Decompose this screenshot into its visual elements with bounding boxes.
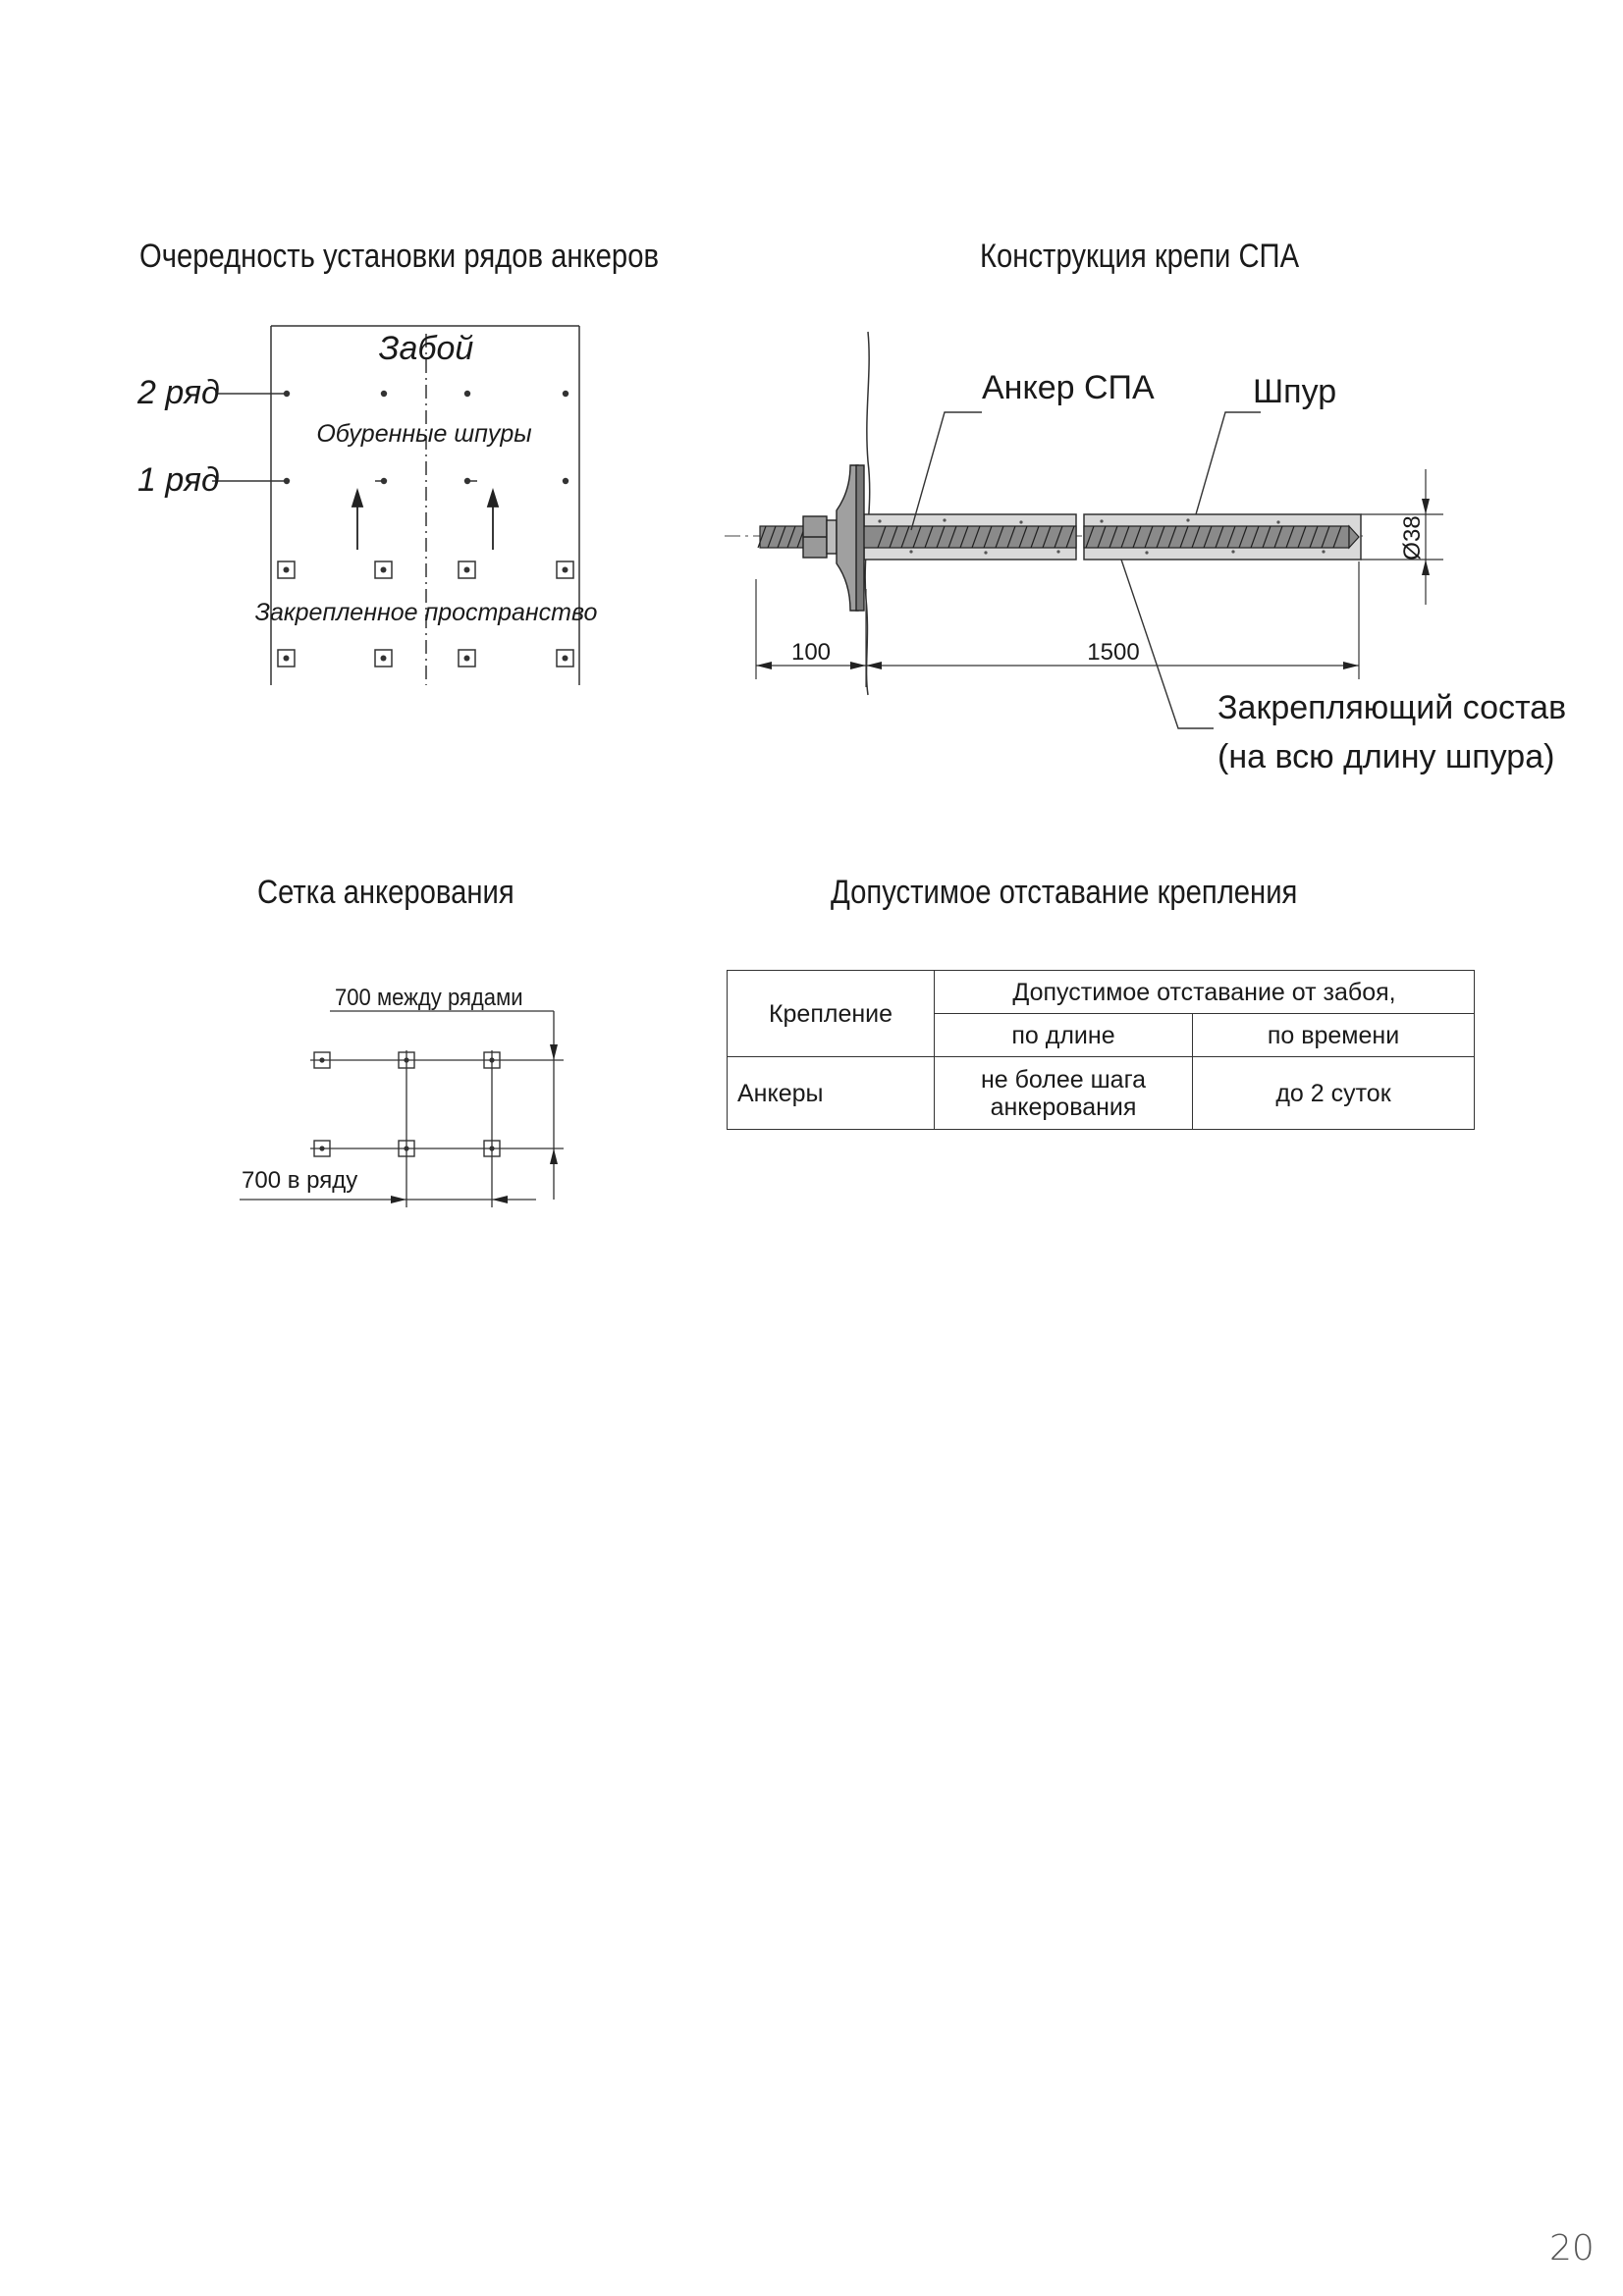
construction-title: Конструкция крепи СПА — [980, 238, 1300, 275]
dim-length: 1500 — [1087, 639, 1139, 666]
anchor-plate — [836, 464, 865, 612]
header-allowed-lag: Допустимое отставание от забоя, — [934, 970, 1475, 1014]
drilled-holes-label: Обуренные шпуры — [316, 420, 531, 448]
grid-anchor-markers — [313, 1051, 501, 1157]
table-row: Анкеры не более шага анкерования до 2 су… — [727, 1056, 1475, 1130]
advance-arrows — [351, 487, 500, 550]
page-number: 20 — [1549, 2228, 1595, 2269]
cell-by-length: не более шага анкерования — [934, 1056, 1193, 1130]
cell-by-time: до 2 суток — [1192, 1056, 1475, 1130]
installed-anchor-markers — [277, 561, 574, 667]
anchor-label: Анкер СПА — [982, 369, 1155, 406]
between-rows-label: 700 между рядами — [335, 984, 523, 1010]
row2-label: 2 ряд — [136, 374, 220, 411]
row1-label: 1 ряд — [137, 461, 220, 499]
header-by-length: по длине — [934, 1013, 1193, 1057]
fixing-compound-label-line1: Закрепляющий состав — [1217, 689, 1566, 726]
diameter-label: Ø38 — [1399, 515, 1426, 560]
lag-title: Допустимое отставание крепления — [831, 874, 1298, 911]
cell-by-length-line2: анкерования — [990, 1093, 1137, 1121]
cell-by-length-line1: не более шага — [980, 1065, 1147, 1094]
lag-table: Крепление Допустимое отставание от забоя… — [727, 970, 1475, 1130]
header-fastening: Крепление — [727, 970, 935, 1057]
sequence-title: Очередность установки рядов анкеров — [139, 238, 659, 275]
dim-protrusion: 100 — [791, 639, 831, 666]
header-by-time: по времени — [1192, 1013, 1475, 1057]
cell-fastening: Анкеры — [727, 1056, 935, 1130]
hole-label: Шпур — [1253, 373, 1336, 410]
fixing-compound-label-line2: (на всю длину шпура) — [1217, 738, 1554, 775]
anchor-nut — [802, 515, 838, 559]
secured-space-label: Закрепленное пространство — [255, 599, 598, 626]
in-row-label: 700 в ряду — [242, 1167, 357, 1194]
grid-title: Сетка анкерования — [257, 874, 514, 911]
face-label: Забой — [379, 330, 474, 367]
